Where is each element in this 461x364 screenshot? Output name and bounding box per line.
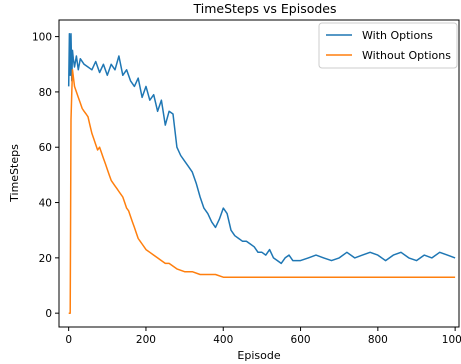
- y-tick-label: 20: [39, 253, 52, 265]
- x-tick-label: 600: [291, 334, 311, 346]
- legend-label-with-options: With Options: [362, 29, 433, 42]
- y-axis: 0 20 40 60 80 100: [32, 32, 59, 320]
- x-tick-label: 200: [136, 334, 156, 346]
- legend-box: [318, 22, 458, 69]
- y-tick-label: 0: [45, 308, 52, 320]
- y-tick-label: 60: [39, 142, 52, 154]
- x-axis-label: Episode: [237, 349, 280, 362]
- chart-title: TimeSteps vs Episodes: [192, 1, 336, 16]
- y-axis-label: TimeSteps: [8, 144, 21, 203]
- series-line-with-options: [67, 33, 456, 265]
- y-tick-label: 100: [32, 32, 52, 44]
- y-tick-label: 80: [39, 87, 52, 99]
- x-tick-label: 400: [213, 334, 233, 346]
- y-tick-label: 40: [39, 198, 52, 210]
- plot-frame: [58, 19, 460, 328]
- x-tick-label: 0: [65, 334, 72, 346]
- plot-lines: [67, 33, 456, 314]
- legend: With Options Without Options: [318, 22, 458, 69]
- series-line-without-options: [68, 69, 456, 314]
- x-tick-label: 800: [368, 334, 388, 346]
- legend-label-without-options: Without Options: [362, 49, 451, 62]
